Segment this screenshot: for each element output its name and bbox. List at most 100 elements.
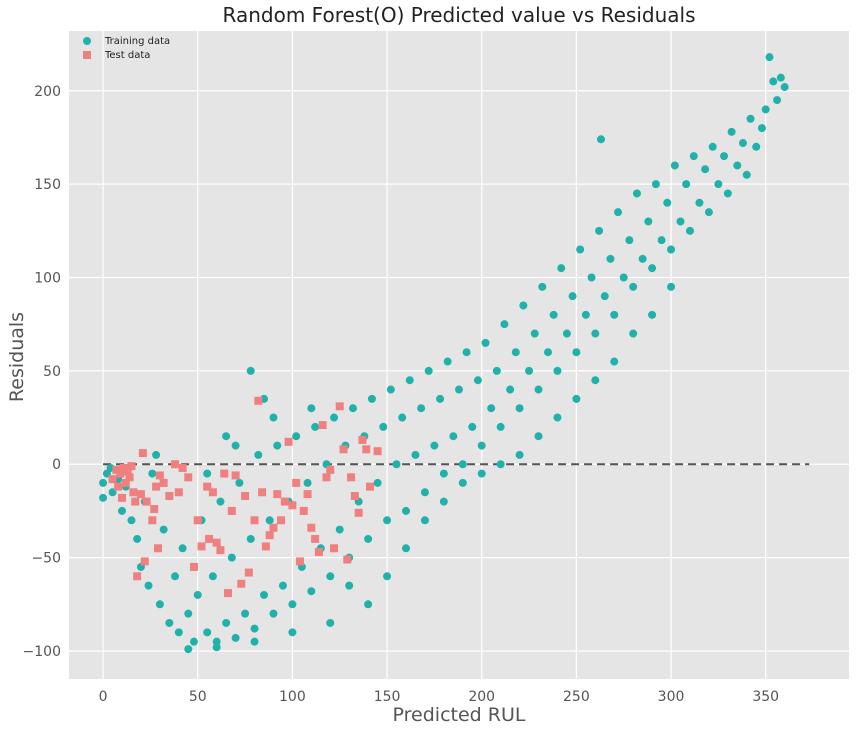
test-point bbox=[273, 490, 282, 499]
test-point bbox=[216, 546, 225, 555]
training-point bbox=[379, 422, 388, 431]
training-point bbox=[742, 170, 751, 179]
training-point bbox=[250, 624, 259, 633]
training-point bbox=[265, 516, 274, 525]
training-point bbox=[189, 637, 198, 646]
test-point bbox=[295, 557, 304, 566]
x-tick-label: 350 bbox=[752, 689, 779, 705]
training-point bbox=[738, 139, 747, 148]
training-point bbox=[330, 413, 339, 422]
training-point bbox=[241, 609, 250, 618]
training-point bbox=[733, 161, 742, 170]
training-point bbox=[714, 180, 723, 189]
training-point bbox=[392, 460, 401, 469]
test-point bbox=[237, 579, 246, 588]
training-point bbox=[538, 282, 547, 291]
training-point bbox=[311, 422, 320, 431]
training-point bbox=[720, 152, 729, 161]
test-point bbox=[208, 488, 217, 497]
training-point bbox=[178, 544, 187, 553]
training-point bbox=[757, 124, 766, 133]
training-point bbox=[231, 633, 240, 642]
x-axis-ticks: 0 50 100 150 200 250 300 350 bbox=[99, 689, 779, 705]
training-point bbox=[430, 441, 439, 450]
training-point bbox=[468, 422, 477, 431]
test-point bbox=[311, 534, 320, 543]
x-tick-label: 150 bbox=[374, 689, 401, 705]
test-point bbox=[121, 478, 130, 487]
training-point bbox=[543, 348, 552, 357]
training-point bbox=[212, 643, 221, 652]
test-point bbox=[339, 445, 348, 454]
test-point bbox=[197, 542, 206, 551]
training-point bbox=[727, 127, 736, 136]
training-point bbox=[663, 198, 672, 207]
training-point bbox=[424, 366, 433, 375]
x-tick-label: 300 bbox=[658, 689, 685, 705]
training-point bbox=[682, 180, 691, 189]
training-point bbox=[629, 329, 638, 338]
test-point bbox=[108, 475, 117, 484]
training-point bbox=[534, 432, 543, 441]
training-point bbox=[288, 600, 297, 609]
training-point bbox=[269, 413, 278, 422]
training-point bbox=[222, 432, 231, 441]
test-point bbox=[153, 544, 162, 553]
training-point bbox=[685, 226, 694, 235]
training-point bbox=[273, 441, 282, 450]
training-point bbox=[203, 628, 212, 637]
test-point bbox=[205, 534, 214, 543]
training-point bbox=[689, 152, 698, 161]
training-point bbox=[629, 282, 638, 291]
training-point bbox=[596, 135, 605, 144]
training-point bbox=[530, 329, 539, 338]
training-point bbox=[383, 516, 392, 525]
training-point bbox=[326, 618, 335, 627]
training-point bbox=[761, 105, 770, 114]
training-point bbox=[458, 478, 467, 487]
training-point bbox=[644, 217, 653, 226]
training-point bbox=[254, 450, 263, 459]
x-tick-label: 100 bbox=[279, 689, 306, 705]
test-point bbox=[299, 506, 308, 515]
training-point bbox=[439, 497, 448, 506]
training-point bbox=[326, 572, 335, 581]
test-point bbox=[203, 482, 212, 491]
training-point bbox=[449, 432, 458, 441]
training-point bbox=[458, 460, 467, 469]
x-tick-label: 250 bbox=[563, 689, 590, 705]
test-point bbox=[366, 482, 375, 491]
training-point bbox=[500, 320, 509, 329]
y-tick-label: 100 bbox=[34, 271, 61, 287]
test-point bbox=[174, 488, 183, 497]
training-point bbox=[307, 404, 316, 413]
test-point bbox=[373, 447, 382, 456]
training-point bbox=[118, 506, 127, 515]
training-point bbox=[246, 534, 255, 543]
training-point bbox=[606, 254, 615, 263]
y-tick-label: 200 bbox=[34, 84, 61, 100]
test-point bbox=[343, 555, 352, 564]
training-point bbox=[511, 348, 520, 357]
test-point bbox=[212, 538, 221, 547]
test-point bbox=[362, 445, 371, 454]
training-point bbox=[401, 544, 410, 553]
training-point bbox=[676, 217, 685, 226]
training-point bbox=[405, 376, 414, 385]
training-point bbox=[568, 292, 577, 301]
training-point bbox=[246, 366, 255, 375]
training-point bbox=[657, 236, 666, 245]
test-point bbox=[131, 497, 140, 506]
test-point bbox=[123, 467, 132, 476]
x-tick-label: 0 bbox=[99, 689, 108, 705]
plot-background bbox=[69, 31, 849, 679]
training-point bbox=[455, 385, 463, 394]
training-point bbox=[212, 637, 221, 646]
training-point bbox=[670, 161, 679, 170]
training-point bbox=[549, 310, 558, 319]
training-point bbox=[614, 208, 623, 217]
training-point bbox=[439, 469, 448, 478]
training-point bbox=[307, 587, 316, 596]
training-point bbox=[216, 497, 225, 506]
